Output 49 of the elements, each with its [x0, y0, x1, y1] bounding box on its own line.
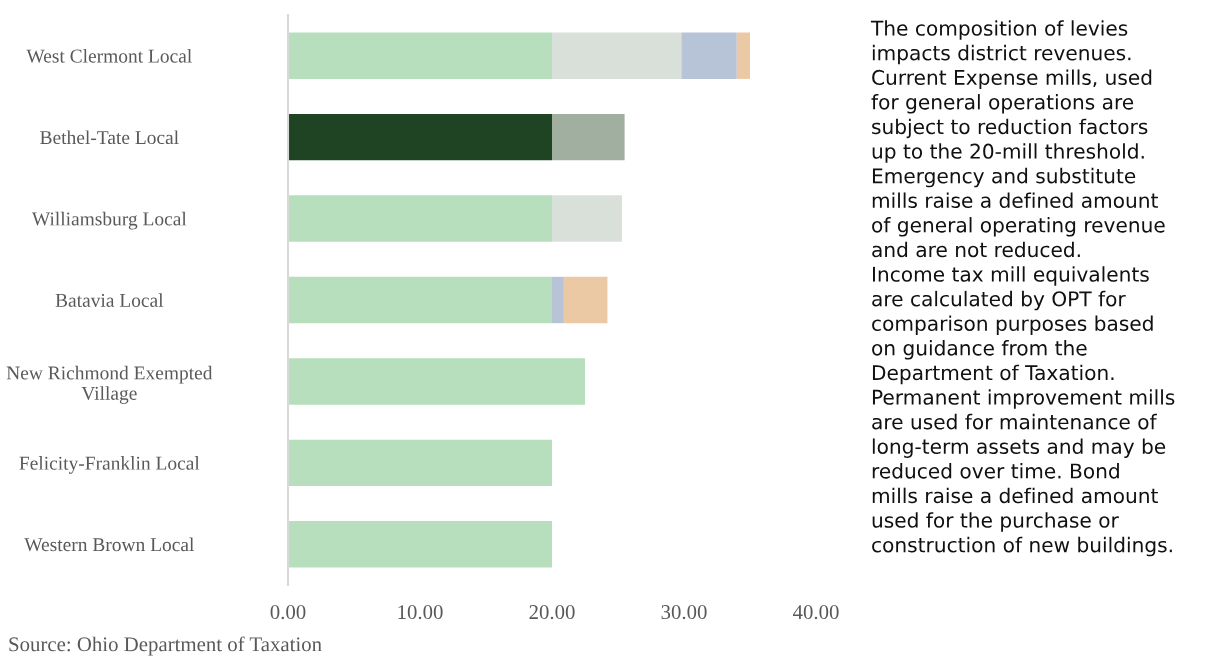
bar	[288, 195, 552, 242]
text: reduced over time. Bond	[872, 463, 1119, 479]
text: The composition of levies	[870, 20, 1128, 40]
text: for general operations are	[871, 94, 1134, 114]
x-tick-label: 0.00	[270, 605, 306, 620]
text: on guidance from the	[872, 340, 1087, 360]
x-tick-label: 10.00	[398, 605, 443, 620]
bar	[552, 32, 682, 79]
bar	[552, 113, 625, 161]
bar	[681, 32, 737, 79]
x-tick-label: 40.00	[792, 605, 839, 620]
y-tick-label: West Clermont Local	[26, 48, 192, 63]
text: long-term assets and may be	[872, 438, 1166, 458]
bar	[563, 276, 608, 324]
text: mills raise a defined amount	[872, 487, 1158, 504]
text: Permanent improvement mills	[872, 389, 1175, 409]
y-tick-label: Batavia Local	[55, 293, 164, 307]
text: are used for maintenance of	[872, 413, 1158, 430]
y-tick-label: Williamsburg Local	[31, 211, 187, 230]
bar	[288, 439, 552, 487]
y-tick-label: New Richmond Exempted Village	[6, 365, 213, 404]
bar	[288, 358, 585, 405]
source-note: Source: Ohio Department of Taxation	[9, 636, 322, 656]
text: used for the purchase or	[872, 512, 1119, 532]
bar	[736, 32, 750, 79]
bar	[552, 195, 622, 242]
text: impacts district revenues.	[872, 44, 1131, 65]
y-tick-label: Western Brown Local	[24, 537, 195, 552]
bar	[288, 276, 552, 324]
x-tick-label: 20.00	[529, 605, 575, 620]
text: construction of new buildings.	[872, 536, 1172, 557]
bar	[288, 32, 552, 79]
text: Current Expense mills, used	[872, 69, 1152, 89]
text: Department of Taxation.	[872, 364, 1114, 385]
y-tick-label: Felicity-Franklin Local	[19, 456, 200, 474]
text: mills raise a defined amount	[872, 192, 1158, 209]
text: of general operating revenue	[872, 217, 1165, 237]
text: Income tax mill equivalents	[872, 266, 1149, 286]
bar	[552, 276, 564, 324]
text: Emergency and substitute	[872, 167, 1136, 188]
text: up to the 20-mill threshold.	[872, 143, 1144, 163]
y-tick-label: Bethel-Tate Local	[40, 130, 179, 145]
text: comparison purposes based	[872, 315, 1153, 335]
x-tick-label: 30.00	[661, 605, 707, 620]
text: subject to reduction factors	[872, 118, 1148, 139]
text: and are not reduced.	[872, 241, 1080, 258]
text: are calculated by OPT for	[872, 290, 1126, 311]
bar	[288, 113, 552, 161]
bar	[288, 521, 552, 568]
